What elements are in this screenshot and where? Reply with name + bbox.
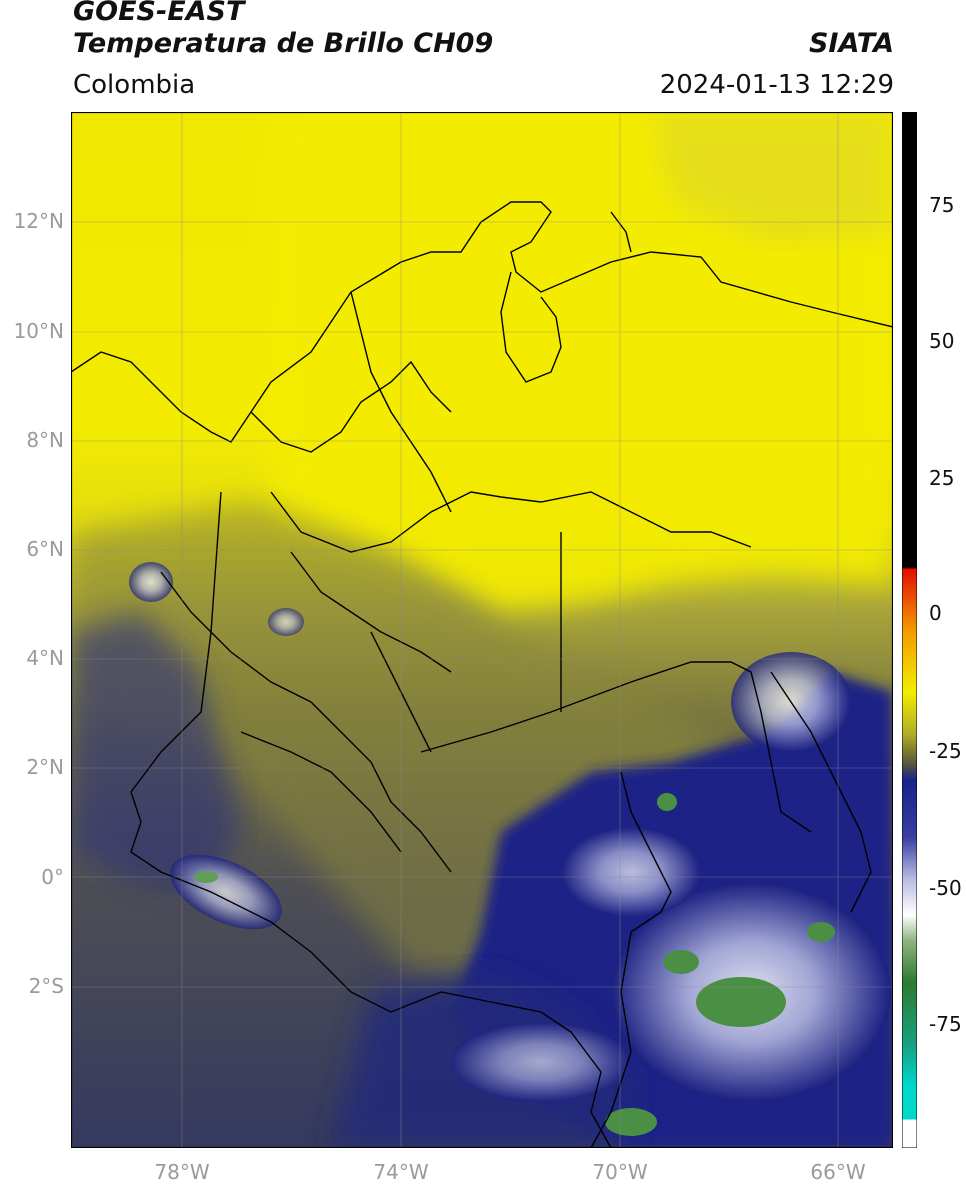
colorbar-tick: -50 <box>929 876 962 900</box>
lat-tick: 0° <box>41 865 64 889</box>
warm-band-northeast <box>651 112 893 242</box>
colorbar-tick: 25 <box>929 466 955 490</box>
lon-tick: 74°W <box>373 1160 429 1184</box>
lat-tick: 12°N <box>13 209 64 233</box>
lat-tick: 8°N <box>26 428 64 452</box>
lat-tick: 2°S <box>28 974 64 998</box>
cloud-core <box>561 827 701 917</box>
lat-tick: 4°N <box>26 646 64 670</box>
lon-tick: 66°W <box>810 1160 866 1184</box>
lon-tick: 70°W <box>592 1160 648 1184</box>
timestamp-label: 2024-01-13 12:29 <box>659 70 894 100</box>
lat-tick: 2°N <box>26 755 64 779</box>
coldest-core <box>657 793 677 811</box>
title-line-1: GOES-EAST <box>73 0 245 27</box>
coldest-core <box>807 922 835 942</box>
cloud-core <box>268 608 304 636</box>
coldest-core <box>696 977 786 1027</box>
graticule <box>71 112 893 1148</box>
colorbar-tick: 75 <box>929 193 955 217</box>
warm-region <box>271 112 893 612</box>
lon-tick: 78°W <box>154 1160 210 1184</box>
coldest-core <box>663 950 699 974</box>
brightness-temperature-map <box>71 112 893 1148</box>
map-border <box>71 112 893 1148</box>
lat-tick: 6°N <box>26 537 64 561</box>
coldest-core <box>605 1108 657 1136</box>
cloud-core <box>129 562 173 602</box>
colorbar-tick: 50 <box>929 329 955 353</box>
cold-region-west <box>71 612 241 892</box>
agency-label: SIATA <box>808 28 894 59</box>
colorbar-tick: 0 <box>929 601 942 625</box>
colorbar-fill <box>902 112 917 1148</box>
colorbar-tick: -75 <box>929 1012 962 1036</box>
lat-tick: 10°N <box>13 319 64 343</box>
colorbar-tick: -25 <box>929 739 962 763</box>
title-line-2: Temperatura de Brillo CH09 <box>73 28 494 59</box>
region-label: Colombia <box>73 70 196 100</box>
colorbar <box>902 112 917 1148</box>
cloud-core <box>451 1022 631 1102</box>
